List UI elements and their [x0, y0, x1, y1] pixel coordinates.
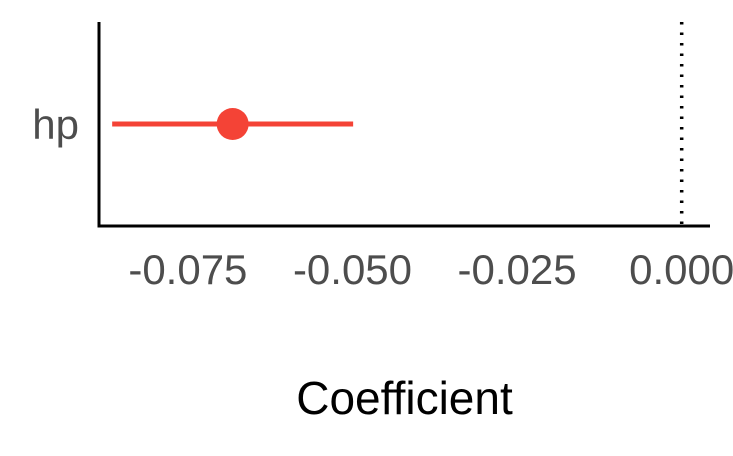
x-axis-title: Coefficient	[296, 372, 513, 424]
x-tick-label: 0.000	[629, 246, 733, 293]
y-tick-label-hp: hp	[32, 101, 79, 148]
x-tick-label: -0.025	[458, 246, 577, 293]
x-tick-label: -0.050	[293, 246, 412, 293]
x-tick-label: -0.075	[128, 246, 247, 293]
axes-layer	[97, 22, 710, 228]
tick-labels-layer: hp -0.075 -0.050 -0.025 0.000	[32, 101, 733, 293]
marks-layer	[112, 108, 354, 140]
point-estimate-hp	[216, 108, 249, 140]
